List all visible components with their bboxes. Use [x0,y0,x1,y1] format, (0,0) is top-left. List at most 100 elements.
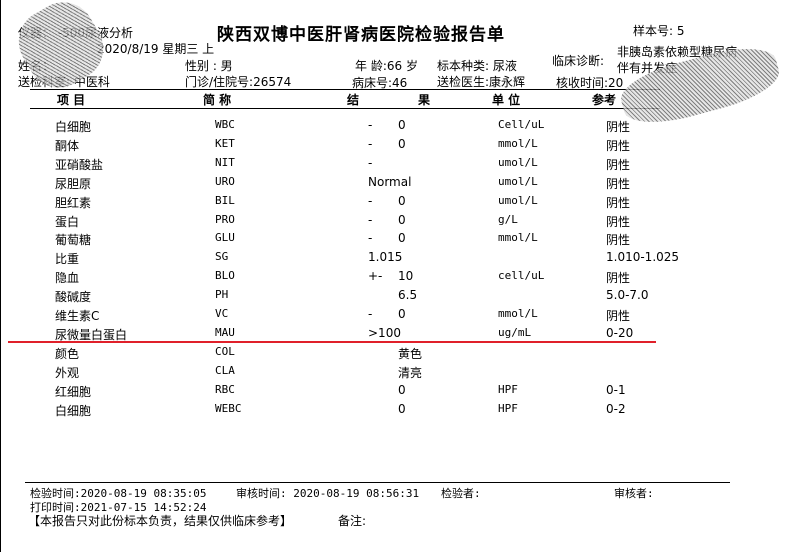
review-time: 审核时间: 2020-08-19 08:56:31 [236,487,420,500]
cell-flag: - [368,307,373,321]
cell-flag: +- [368,269,383,284]
cell-abbr: WEBC [215,401,242,415]
cell-value: 0 [398,382,406,397]
highlight-line [8,341,656,343]
header-top-rule [30,89,660,90]
cell-value: 0 [398,136,406,151]
cell-value: 1.015 [368,250,403,265]
cell-flag: - [368,212,373,227]
reviewer: 审核者: [614,487,654,500]
cell-name: 白细胞 [55,120,92,134]
cell-ref: 阴性 [606,176,631,191]
received-time: 核收时间:20 [556,76,624,90]
cell-name: 亚硝酸盐 [55,157,104,172]
cell-unit: Cell/uL [498,118,545,131]
cell-abbr: GLU [215,231,235,245]
cell-ref: 阴性 [606,271,631,286]
table-row: 比重 SG 1.015 1.010-1.025 [0,250,792,269]
cell-name: 胆红素 [55,195,92,210]
cell-unit: HPF [498,401,518,415]
table-row: 胆红素 BIL - 0 umol/L 阴性 [0,194,792,213]
cell-value: 0 [398,401,406,416]
cell-value: >100 [368,325,401,340]
table-row: 酸碱度 PH 6.5 5.0-7.0 [0,288,792,307]
cell-ref: 阴性 [606,309,631,323]
cell-flag: - [368,155,373,170]
tester: 检验者: [441,487,481,500]
cell-unit: umol/L [498,174,538,188]
cell-ref: 阴性 [606,120,631,134]
remark: 备注: [338,514,367,528]
cell-ref: 0-2 [606,401,626,416]
cell-ref: 阴性 [606,195,631,210]
footer-rule [25,482,730,483]
cell-ref: 0-1 [606,382,626,397]
cell-abbr: VC [215,307,229,320]
report-date: 2020/8/19 星期三 上 [97,42,215,56]
cell-name: 隐血 [55,271,80,286]
cell-value: 10 [398,269,414,284]
cell-name: 酮体 [55,138,80,153]
cell-value: 0 [398,212,406,227]
patient-number: 门诊/住院号:26574 [185,75,292,89]
cell-abbr: BIL [215,193,235,207]
cell-value: 清亮 [398,365,423,380]
cell-abbr: PH [215,288,229,302]
col-item: 项 目 [57,93,86,107]
cell-ref: 0-20 [606,325,634,340]
cell-value: 黄色 [398,346,423,361]
sample-number: 样本号: 5 [633,24,685,38]
cell-unit: HPF [498,382,518,396]
table-row: 红细胞 RBC 0 HPF 0-1 [0,383,792,402]
cell-abbr: CLA [215,363,235,377]
cell-ref: 阴性 [606,233,631,248]
cell-ref: 1.010-1.025 [606,250,680,265]
table-row: 颜色 COL 黄色 [0,345,792,364]
cell-value: 0 [398,118,406,132]
table-row: 葡萄糖 GLU - 0 mmol/L 阴性 [0,231,792,250]
left-border [0,0,1,552]
col-unit: 单 位 [492,93,521,107]
cell-flag: - [368,231,373,246]
cell-ref: 阴性 [606,138,631,153]
table-row: 酮体 KET - 0 mmol/L 阴性 [0,137,792,156]
table-row: 白细胞 WBC - 0 Cell/uL 阴性 [0,118,792,137]
cell-value: 6.5 [398,288,418,303]
col-result-2: 果 [418,93,431,107]
cell-abbr: WBC [215,118,235,131]
cell-name: 白细胞 [55,403,92,418]
col-abbr: 简 称 [203,93,232,107]
header-bottom-rule [30,108,660,109]
cell-abbr: SG [215,250,229,264]
bed-number: 病床号:46 [352,76,408,90]
cell-unit: cell/uL [498,269,545,283]
table-row: 外观 CLA 清亮 [0,364,792,383]
cell-unit: ug/mL [498,325,532,339]
table-row: 白细胞 WEBC 0 HPF 0-2 [0,402,792,421]
col-ref: 参考 [592,93,617,107]
cell-abbr: PRO [215,212,235,226]
cell-abbr: NIT [215,155,235,169]
table-row: 隐血 BLO +- 10 cell/uL 阴性 [0,269,792,288]
cell-ref: 阴性 [606,214,631,229]
cell-name: 维生素C [55,309,100,323]
cell-name: 外观 [55,365,80,380]
cell-ref: 阴性 [606,157,631,172]
cell-name: 尿微量白蛋白 [55,327,128,342]
cell-abbr: COL [215,344,235,358]
cell-unit: mmol/L [498,307,538,320]
cell-abbr: BLO [215,269,235,283]
cell-name: 颜色 [55,346,80,361]
table-row: 尿胆原 URO Normal umol/L 阴性 [0,175,792,194]
cell-name: 蛋白 [55,214,80,229]
cell-value: Normal [368,174,412,189]
cell-flag: - [368,118,373,132]
test-time: 检验时间:2020-08-19 08:35:05 [30,487,207,500]
cell-unit: g/L [498,212,518,226]
page-title: 陕西双博中医肝肾病医院检验报告单 [217,25,505,45]
cell-value: 0 [398,307,406,321]
cell-value: 0 [398,231,406,246]
table-row: 蛋白 PRO - 0 g/L 阴性 [0,213,792,232]
cell-unit: umol/L [498,155,538,169]
cell-unit: mmol/L [498,231,538,245]
